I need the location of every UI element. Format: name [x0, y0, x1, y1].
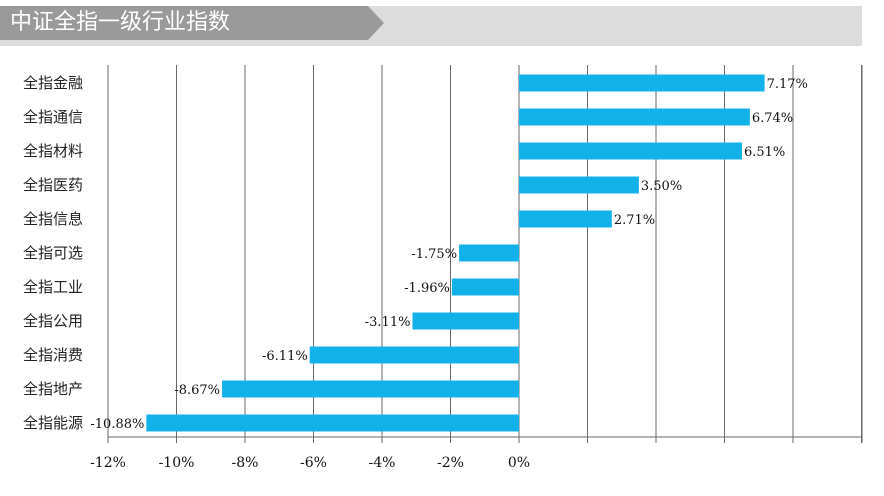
- bar: [459, 244, 519, 262]
- category-label: 全指信息: [23, 210, 83, 228]
- bars: [146, 74, 765, 432]
- tick-label: -6%: [300, 455, 327, 471]
- grid-lines: [107, 65, 863, 443]
- data-label: 7.17%: [767, 77, 808, 92]
- data-label: -6.11%: [262, 349, 308, 364]
- category-label: 全指通信: [23, 108, 83, 126]
- category-label: 全指材料: [23, 142, 83, 160]
- tick-label: -12%: [90, 455, 126, 471]
- data-label: 2.71%: [614, 213, 655, 228]
- tick-label: -2%: [437, 455, 464, 471]
- bar: [146, 414, 520, 432]
- data-label: -1.96%: [404, 281, 450, 296]
- category-label: 全指消费: [23, 346, 83, 364]
- page-title: 中证全指一级行业指数: [10, 10, 231, 35]
- bar: [519, 210, 612, 228]
- header-banner-shape: [0, 6, 862, 46]
- category-label: 全指公用: [23, 312, 83, 330]
- tick-label: 0%: [508, 455, 530, 471]
- data-label: -1.75%: [411, 247, 457, 262]
- category-label: 全指金融: [23, 74, 83, 92]
- category-label: 全指医药: [23, 176, 83, 194]
- x-axis-ticks: -12% -10% -8% -6% -4% -2% 0%: [90, 455, 530, 471]
- data-label: -10.88%: [90, 417, 144, 432]
- data-label: -3.11%: [365, 315, 411, 330]
- bar: [519, 74, 765, 92]
- bar: [519, 142, 742, 160]
- data-label: 6.51%: [744, 145, 785, 160]
- category-label: 全指能源: [23, 414, 83, 432]
- data-label: 3.50%: [641, 179, 682, 194]
- category-label: 全指地产: [23, 380, 83, 398]
- bar: [412, 312, 519, 330]
- category-label: 全指工业: [23, 278, 83, 296]
- category-label: 全指可选: [23, 244, 83, 262]
- bar: [309, 346, 519, 364]
- tick-label: -10%: [159, 455, 195, 471]
- data-label: 6.74%: [752, 111, 793, 126]
- header-dark-arrow: [0, 6, 384, 40]
- bar: [519, 108, 750, 126]
- bar: [519, 176, 639, 194]
- bar: [451, 278, 519, 296]
- tick-label: -8%: [232, 455, 259, 471]
- value-labels: 7.17% 6.74% 6.51% 3.50% 2.71% -1.75% -1.96% -3.…: [90, 77, 807, 432]
- header-banner: 中证全指一级行业指数: [0, 0, 884, 48]
- category-labels: 全指金融全指通信全指材料全指医药全指信息全指可选全指工业全指公用全指消费全指地产…: [23, 74, 83, 432]
- bar: [222, 380, 520, 398]
- tick-label: -4%: [369, 455, 396, 471]
- data-label: -8.67%: [174, 383, 220, 398]
